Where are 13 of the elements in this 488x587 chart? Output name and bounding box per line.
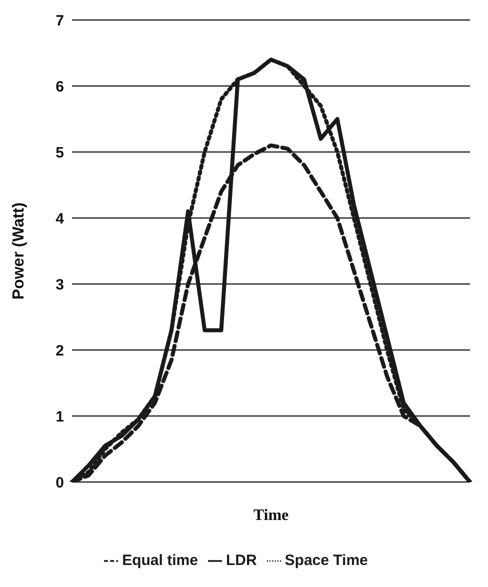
y-tick-label: 6: [56, 78, 64, 96]
y-tick-label: 2: [56, 342, 64, 360]
y-tick-label: 3: [56, 276, 64, 294]
legend-label: Space Time: [284, 552, 368, 569]
y-tick-label: 4: [56, 210, 65, 228]
legend-label: Equal time: [122, 552, 198, 569]
legend-label: LDR: [226, 552, 257, 569]
y-axis-title: Power (Watt): [10, 202, 28, 300]
x-axis-title: Time: [253, 507, 289, 524]
y-tick-label: 7: [56, 12, 64, 30]
y-tick-label: 0: [56, 474, 64, 492]
y-tick-label: 1: [56, 408, 64, 426]
y-tick-label: 5: [56, 144, 64, 162]
